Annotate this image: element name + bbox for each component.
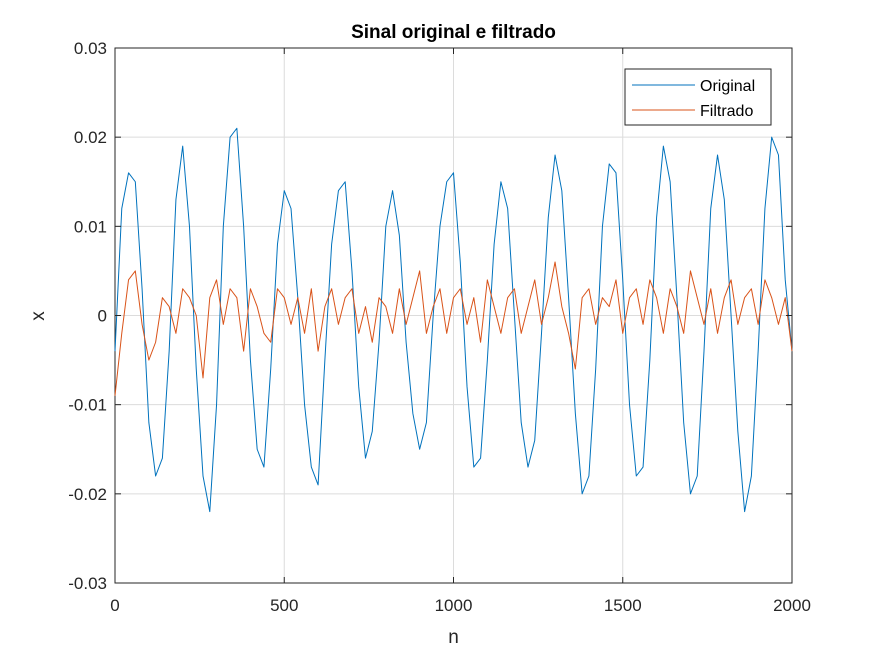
x-tick-label: 500 [270, 596, 298, 615]
y-axis-label: x [28, 311, 49, 321]
series-line-filtrado [114, 261, 793, 396]
grid [114, 47, 793, 584]
x-tick-label: 2000 [773, 596, 811, 615]
x-axis-label: n [448, 627, 459, 648]
x-tick-label: 1500 [604, 596, 642, 615]
y-tick-label: -0.02 [68, 485, 107, 504]
chart-title: Sinal original e filtrado [351, 22, 556, 43]
legend: Original Filtrado [624, 68, 772, 126]
y-tick-label: 0.01 [74, 217, 107, 236]
y-tick-label: -0.01 [68, 396, 107, 415]
tick-layer: 0 500 1000 1500 2000 -0.03 -0.02 -0.01 0 0.01 0.02… [68, 39, 811, 615]
series-layer [114, 127, 793, 513]
x-tick-label: 0 [110, 596, 119, 615]
x-tick-label: 1000 [435, 596, 473, 615]
series-line-original [114, 127, 793, 513]
legend-entry-original: Original [700, 78, 755, 95]
y-tick-label: -0.03 [68, 574, 107, 593]
y-tick-label: 0.03 [74, 39, 107, 58]
y-tick-label: 0 [98, 307, 107, 326]
legend-entry-filtrado: Filtrado [700, 103, 753, 120]
y-tick-label: 0.02 [74, 128, 107, 147]
legend-box [624, 68, 772, 126]
